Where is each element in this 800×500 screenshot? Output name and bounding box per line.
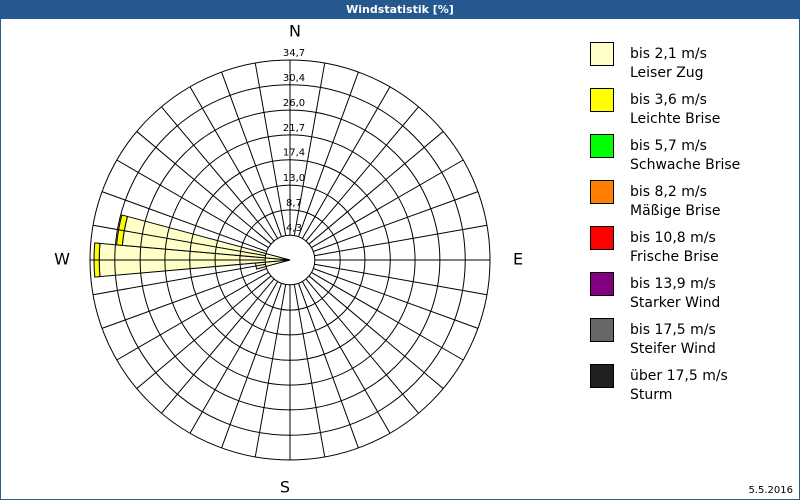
spoke xyxy=(101,191,267,252)
spoke xyxy=(293,284,326,458)
spoke xyxy=(189,281,279,434)
legend-label: bis 17,5 m/s xyxy=(630,322,716,338)
direction-label: N xyxy=(289,22,301,41)
spoke xyxy=(305,278,419,414)
spoke xyxy=(301,86,391,239)
legend-swatch xyxy=(590,42,614,66)
legend-label: bis 5,7 m/s xyxy=(630,138,707,154)
legend-description: Leichte Brise xyxy=(630,111,720,127)
spoke xyxy=(116,271,269,361)
legend-description: Leiser Zug xyxy=(630,65,704,81)
spoke xyxy=(298,283,359,449)
legend-swatch xyxy=(590,318,614,342)
direction-label: E xyxy=(513,250,523,269)
spoke xyxy=(314,224,488,257)
spoke xyxy=(101,268,267,329)
r-tick-label: 13,0 xyxy=(283,173,305,184)
spoke xyxy=(136,131,272,245)
spoke xyxy=(161,278,275,414)
spoke xyxy=(308,131,444,245)
legend: bis 2,1 m/s Leiser Zug bis 3,6 m/s Leichte … xyxy=(590,42,740,403)
spoke xyxy=(314,263,488,296)
spoke xyxy=(254,284,287,458)
spoke xyxy=(308,275,444,389)
r-tick-label: 4,3 xyxy=(286,223,302,234)
legend-swatch xyxy=(590,180,614,204)
spoke xyxy=(311,271,464,361)
chart-title: Windstatistik [%] xyxy=(346,3,454,16)
spoke xyxy=(136,275,272,389)
spoke xyxy=(305,106,419,242)
spoke xyxy=(311,159,464,249)
r-tick-label: 21,7 xyxy=(283,123,305,134)
legend-description: Schwache Brise xyxy=(630,157,740,173)
spoke xyxy=(92,224,266,257)
spoke xyxy=(254,62,287,236)
legend-label: über 17,5 m/s xyxy=(630,368,728,384)
r-tick-label: 30,4 xyxy=(283,73,305,84)
legend-label: bis 10,8 m/s xyxy=(630,230,716,246)
direction-label: W xyxy=(54,250,70,269)
r-tick-label: 26,0 xyxy=(283,98,305,109)
legend-label: bis 8,2 m/s xyxy=(630,184,707,200)
legend-description: Frische Brise xyxy=(630,249,719,265)
date: 5.5.2016 xyxy=(748,485,793,496)
legend-swatch xyxy=(590,364,614,388)
spoke xyxy=(298,71,359,237)
legend-description: Mäßige Brise xyxy=(630,203,720,219)
legend-label: bis 2,1 m/s xyxy=(630,46,707,62)
legend-swatch xyxy=(590,88,614,112)
legend-description: Steifer Wind xyxy=(630,341,716,357)
wind-rose: 4,3 8,7 13,0 17,4 21,7 26,0 30,4 34,7 N E S W xyxy=(54,22,523,497)
spoke xyxy=(221,283,282,449)
r-tick-label: 8,7 xyxy=(286,198,302,209)
spoke xyxy=(313,268,479,329)
direction-label: S xyxy=(280,478,290,497)
legend-description: Sturm xyxy=(630,387,672,403)
spoke xyxy=(301,281,391,434)
spoke xyxy=(161,106,275,242)
spoke xyxy=(116,159,269,249)
title-bar xyxy=(0,0,800,19)
spoke xyxy=(92,263,266,296)
legend-label: bis 3,6 m/s xyxy=(630,92,707,108)
r-tick-label: 34,7 xyxy=(283,48,305,59)
legend-swatch xyxy=(590,134,614,158)
legend-swatch xyxy=(590,226,614,250)
legend-label: bis 13,9 m/s xyxy=(630,276,716,292)
r-tick-label: 17,4 xyxy=(283,148,305,159)
spoke xyxy=(221,71,282,237)
spoke xyxy=(313,191,479,252)
legend-swatch xyxy=(590,272,614,296)
legend-description: Starker Wind xyxy=(630,295,720,311)
spoke xyxy=(293,62,326,236)
spoke xyxy=(189,86,279,239)
